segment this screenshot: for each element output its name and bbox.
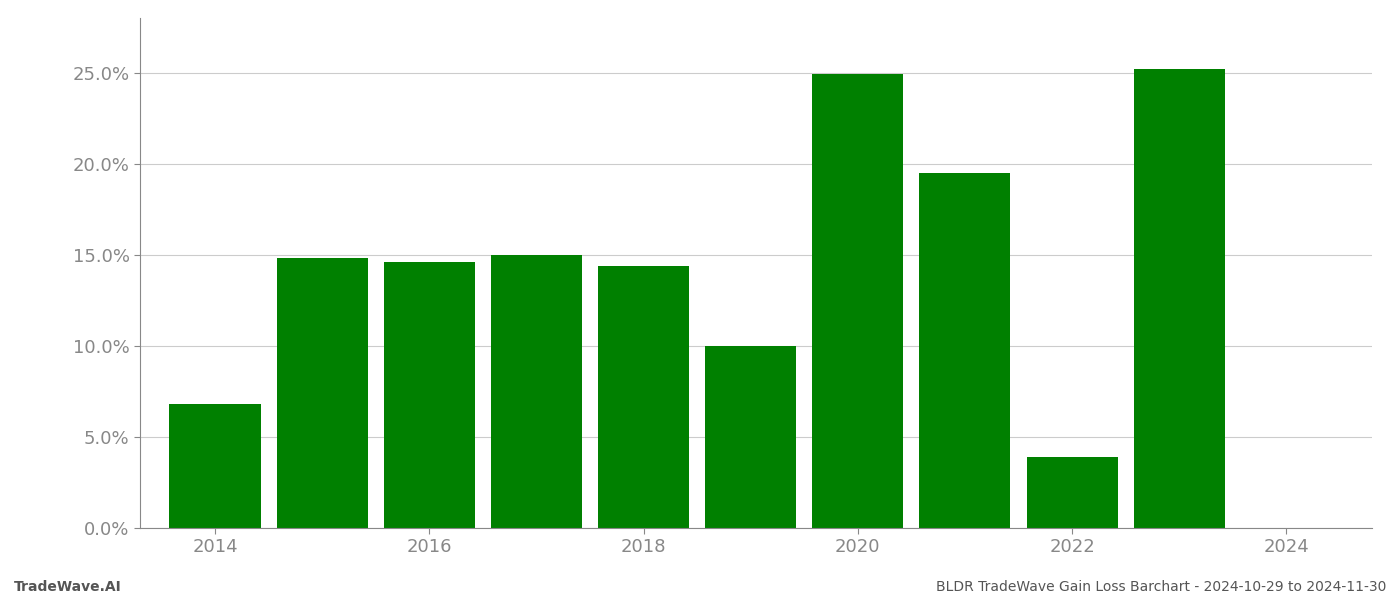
Bar [491,255,582,528]
Bar [706,346,797,528]
Bar [277,259,368,528]
Bar [920,173,1011,528]
Bar [598,266,689,528]
Bar [169,404,260,528]
Text: TradeWave.AI: TradeWave.AI [14,580,122,594]
Text: BLDR TradeWave Gain Loss Barchart - 2024-10-29 to 2024-11-30: BLDR TradeWave Gain Loss Barchart - 2024… [935,580,1386,594]
Bar [812,74,903,528]
Bar [384,262,475,528]
Bar [1134,69,1225,528]
Bar [1026,457,1117,528]
